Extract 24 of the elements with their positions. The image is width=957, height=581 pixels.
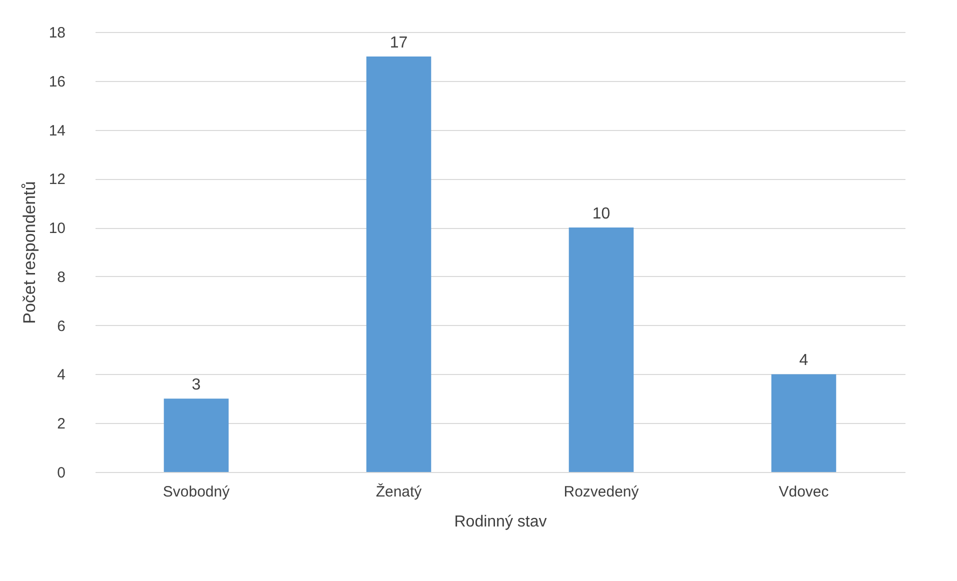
y-tick-label: 12	[48, 171, 66, 188]
data-label: 3	[192, 376, 201, 394]
bar	[366, 56, 432, 472]
data-label: 4	[799, 352, 808, 370]
bar	[164, 398, 229, 472]
y-tick-label: 16	[48, 73, 66, 90]
y-tick-label: 8	[57, 268, 66, 286]
x-tick-label: Ženatý	[376, 482, 422, 500]
x-tick-label: Svobodný	[162, 484, 230, 500]
y-tick-label: 18	[48, 24, 66, 42]
x-tick-label: Vdovec	[778, 484, 830, 500]
data-label: 10	[592, 206, 610, 223]
y-tick-label: 6	[57, 318, 66, 335]
y-tick-label: 4	[57, 366, 66, 384]
y-tick-label: 0	[57, 464, 66, 482]
x-tick-label: Rozvedený	[564, 484, 640, 500]
y-tick-label: 14	[48, 122, 66, 140]
bar	[771, 374, 836, 472]
x-axis-title: Rodinný stav	[454, 514, 547, 530]
data-label: 17	[390, 34, 408, 52]
y-tick-label: 2	[57, 416, 66, 433]
y-tick-label: 10	[48, 220, 66, 238]
bar	[568, 228, 634, 472]
y-axis-title: Počet respondentů	[20, 181, 39, 324]
